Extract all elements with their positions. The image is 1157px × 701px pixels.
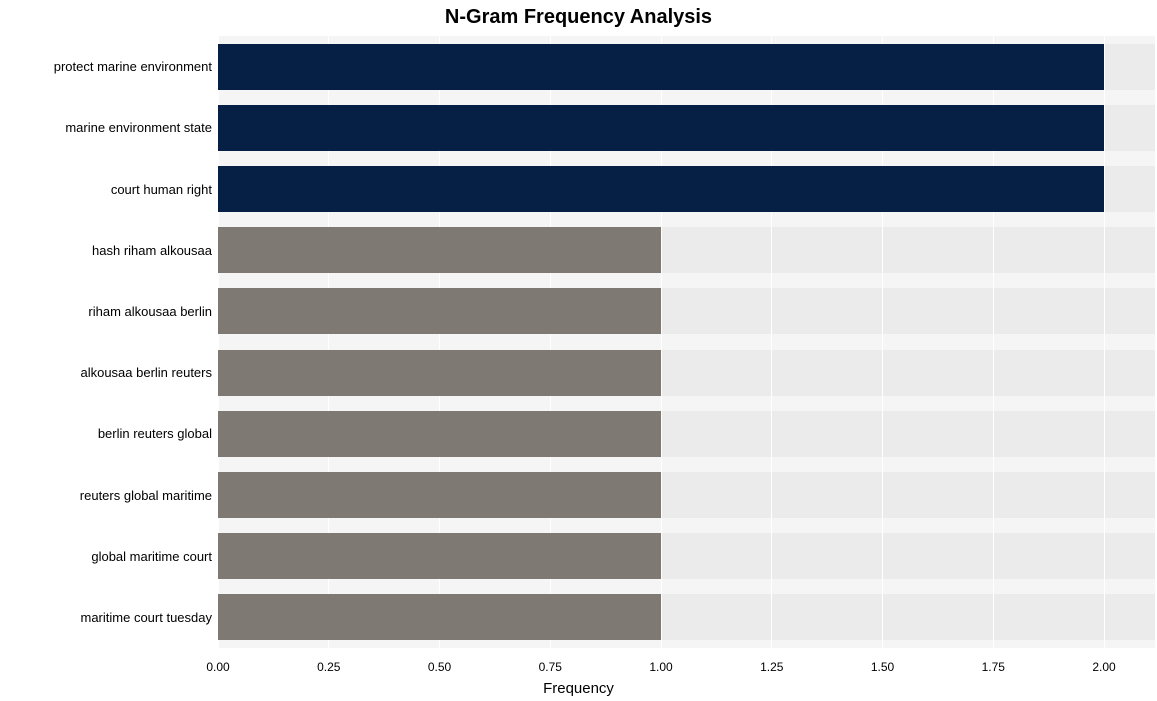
y-axis-label: riham alkousaa berlin — [88, 304, 212, 319]
y-axis-label: protect marine environment — [54, 59, 212, 74]
bar — [218, 44, 1104, 90]
bar — [218, 166, 1104, 212]
x-axis-tick: 1.25 — [760, 660, 783, 674]
bar — [218, 105, 1104, 151]
x-axis-tick: 1.00 — [649, 660, 672, 674]
bar — [218, 350, 661, 396]
row-gap — [218, 36, 1155, 44]
y-axis-label: maritime court tuesday — [81, 610, 213, 625]
y-axis-label: court human right — [111, 182, 212, 197]
y-axis-label: hash riham alkousaa — [92, 243, 212, 258]
row-gap — [218, 212, 1155, 227]
bar — [218, 411, 661, 457]
bar — [218, 288, 661, 334]
ngram-chart: N-Gram Frequency Analysis protect marine… — [0, 0, 1157, 701]
chart-title: N-Gram Frequency Analysis — [0, 6, 1157, 29]
row-gap — [218, 640, 1155, 648]
x-axis-tick: 1.50 — [871, 660, 894, 674]
y-axis-label: marine environment state — [65, 120, 212, 135]
y-axis-label: alkousaa berlin reuters — [80, 365, 212, 380]
x-axis-tick: 1.75 — [982, 660, 1005, 674]
plot-area — [218, 36, 1155, 648]
bar — [218, 472, 661, 518]
x-axis-tick: 0.75 — [539, 660, 562, 674]
bar — [218, 227, 661, 273]
y-axis-label: berlin reuters global — [98, 426, 212, 441]
y-axis-label: reuters global maritime — [80, 488, 212, 503]
row-gap — [218, 90, 1155, 105]
x-axis-tick: 0.25 — [317, 660, 340, 674]
row-gap — [218, 334, 1155, 349]
row-gap — [218, 151, 1155, 166]
x-axis-tick: 0.50 — [428, 660, 451, 674]
row-gap — [218, 273, 1155, 288]
row-gap — [218, 579, 1155, 594]
bar — [218, 533, 661, 579]
x-axis-label: Frequency — [0, 680, 1157, 697]
row-gap — [218, 396, 1155, 411]
bar — [218, 594, 661, 640]
row-gap — [218, 457, 1155, 472]
x-axis-tick: 0.00 — [206, 660, 229, 674]
y-axis-label: global maritime court — [91, 549, 212, 564]
x-axis-tick: 2.00 — [1092, 660, 1115, 674]
row-gap — [218, 518, 1155, 533]
